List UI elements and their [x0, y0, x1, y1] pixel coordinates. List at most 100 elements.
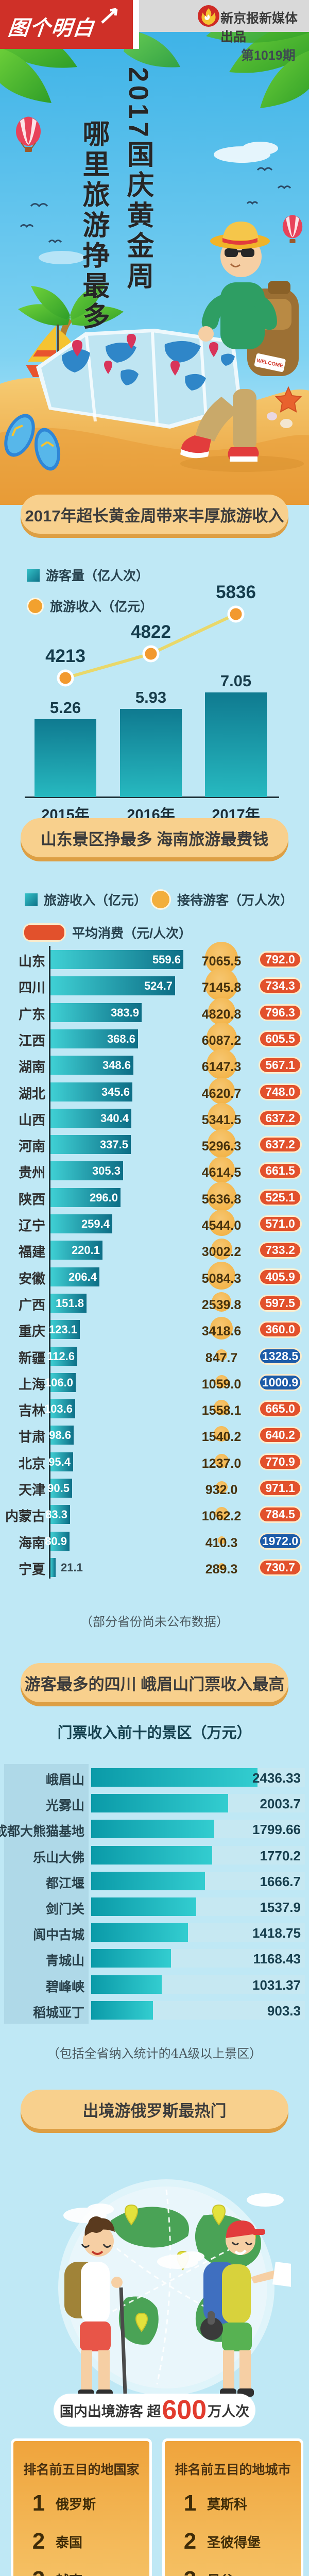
chart1-bar	[35, 719, 96, 797]
province-visitors-circle	[217, 1536, 226, 1544]
province-revenue-bar: 383.9	[50, 1003, 142, 1022]
section4-title-pill: 出境游俄罗斯最热门	[21, 2090, 288, 2129]
province-visitors-value: 2539.8	[201, 1298, 242, 1312]
country-name: 俄罗斯	[56, 2496, 96, 2512]
ticket-revenue-value: 1031.37	[252, 1977, 301, 1993]
province-name: 北京	[18, 1456, 45, 1471]
province-revenue-bar: 206.4	[50, 1267, 99, 1286]
province-revenue-bar: 112.6	[47, 1347, 77, 1366]
traveler-left	[64, 2216, 127, 2398]
province-visitors-circle	[212, 1292, 231, 1312]
province-revenue-bar: 340.4	[50, 1109, 131, 1128]
province-visitors-circle	[208, 1077, 235, 1104]
outbound-banner: 国内出境游客 超 600 万人次	[54, 2394, 255, 2427]
province-revenue-bar: 83.3	[45, 1505, 70, 1524]
province-name: 湖北	[18, 1086, 45, 1101]
province-avg-spend-pill: 640.2	[259, 1427, 302, 1444]
province-avg-spend-pill: 360.0	[259, 1321, 302, 1338]
province-revenue-value: 524.7	[144, 979, 173, 992]
city-name: 圣彼得堡	[207, 2534, 261, 2550]
top10-note: （包括全省纳入统计的4A级以上景区）	[47, 2046, 262, 2061]
rank-number: 1	[183, 2490, 197, 2516]
ticket-revenue-bar	[91, 1975, 162, 1994]
ticket-revenue-bar	[91, 2001, 153, 2020]
province-revenue-value: 95.4	[48, 1455, 71, 1468]
province-visitors-value: 7145.8	[201, 980, 242, 995]
province-name: 辽宁	[18, 1218, 45, 1233]
province-revenue-bar: 296.0	[50, 1188, 121, 1207]
country-rank-item: 1 俄罗斯	[31, 2490, 96, 2516]
province-visitors-circle	[205, 968, 238, 1001]
traveler-character: WELCOME	[180, 222, 304, 472]
cities-card-title: 排名前五目的地城市	[175, 2463, 291, 2477]
province-revenue-value: 98.6	[49, 1428, 71, 1442]
province-name: 吉林	[18, 1403, 45, 1418]
province-revenue-bar: 103.6	[44, 1399, 75, 1418]
province-revenue-value: 259.4	[81, 1217, 110, 1230]
province-avg-spend-pill: 605.5	[259, 1030, 302, 1047]
province-avg-spend-pill: 733.2	[259, 1242, 302, 1259]
province-visitors-circle	[208, 1209, 235, 1236]
province-revenue-value: 220.1	[71, 1243, 100, 1257]
province-name: 天津	[18, 1482, 45, 1498]
map-pin-icon	[72, 334, 218, 376]
province-visitors-value: 1062.2	[201, 1509, 242, 1523]
publisher-label: 新京报新媒体出品	[220, 11, 298, 44]
legend-province-revenue: 旅游收入（亿元）	[25, 890, 147, 909]
province-name: 山东	[18, 954, 45, 969]
province-name: 福建	[18, 1244, 45, 1260]
chart1-bar-value: 7.05	[220, 672, 252, 690]
province-revenue-value: 368.6	[107, 1032, 135, 1045]
province-avg-spend-pill: 665.0	[259, 1400, 302, 1417]
ticket-revenue-bar	[91, 1897, 196, 1916]
top10-chart-title: 门票收入前十的景区（万元）	[57, 1725, 252, 1741]
province-revenue-value: 103.6	[44, 1402, 73, 1415]
ticket-revenue-bar	[91, 1949, 171, 1968]
hero-title-line2: 哪里旅游挣最多	[79, 120, 109, 332]
province-revenue-bar: 90.5	[47, 1479, 72, 1498]
province-visitors-circle	[210, 1317, 233, 1340]
rank-number: 1	[32, 2490, 45, 2516]
province-name: 四川	[18, 980, 45, 995]
province-revenue-value: 337.5	[99, 1138, 128, 1151]
province-revenue-value: 340.4	[100, 1111, 129, 1125]
province-avg-spend-pill: 1972.0	[259, 1533, 302, 1550]
province-visitors-value: 410.3	[205, 1536, 238, 1550]
chart1-line-value: 4213	[45, 646, 85, 666]
ticket-revenue-bar	[91, 1794, 228, 1812]
scenic-area-name: 峨眉山	[45, 1773, 84, 1787]
rank-number: 2	[183, 2529, 197, 2554]
chart1-bar	[120, 709, 182, 797]
ticket-revenue-value: 903.3	[267, 2003, 301, 2019]
province-revenue-bar: 95.4	[48, 1452, 73, 1471]
section1-title-pill: 2017年超长黄金周带来丰厚旅游收入	[21, 495, 288, 534]
ticket-revenue-value: 1666.7	[260, 1874, 301, 1889]
province-visitors-value: 5084.3	[201, 1272, 242, 1286]
province-name: 上海	[18, 1377, 45, 1392]
ticket-revenue-bar	[91, 1768, 258, 1787]
province-revenue-value: 559.6	[152, 953, 181, 966]
province-revenue-value: 123.1	[48, 1323, 77, 1336]
ticket-revenue-bar	[91, 1820, 214, 1838]
legend-revenue: 旅游收入（亿元）	[27, 597, 153, 615]
province-avg-spend-pill: 571.0	[259, 1215, 302, 1232]
province-visitors-circle	[214, 1400, 229, 1415]
revenue-dot-icon	[27, 597, 44, 615]
top10-label-band	[4, 1764, 89, 2024]
xjb-flame-logo-icon	[198, 5, 219, 27]
province-revenue-bar: 259.4	[50, 1214, 112, 1233]
province-revenue-value: 80.9	[45, 1534, 67, 1548]
scenic-area-name: 乐山大佛	[32, 1851, 84, 1865]
top-countries-card: 排名前五目的地国家 1俄罗斯2泰国3越南4新加坡5马来西亚	[11, 2438, 152, 2576]
province-revenue-value: 112.6	[47, 1349, 75, 1363]
traveler-right	[200, 2221, 291, 2397]
rank-number: 3	[31, 2567, 46, 2576]
province-visitors-value: 5341.5	[201, 1113, 242, 1127]
province-visitors-value: 6147.3	[201, 1060, 242, 1074]
province-avg-spend-pill: 971.1	[259, 1480, 302, 1497]
province-name: 贵州	[18, 1165, 45, 1180]
province-revenue-value: 348.6	[102, 1058, 131, 1072]
province-visitors-circle	[207, 1181, 236, 1211]
country-rank-item: 3 越南	[31, 2567, 82, 2576]
hero-title-line1: 2017国庆黄金周	[123, 67, 153, 292]
